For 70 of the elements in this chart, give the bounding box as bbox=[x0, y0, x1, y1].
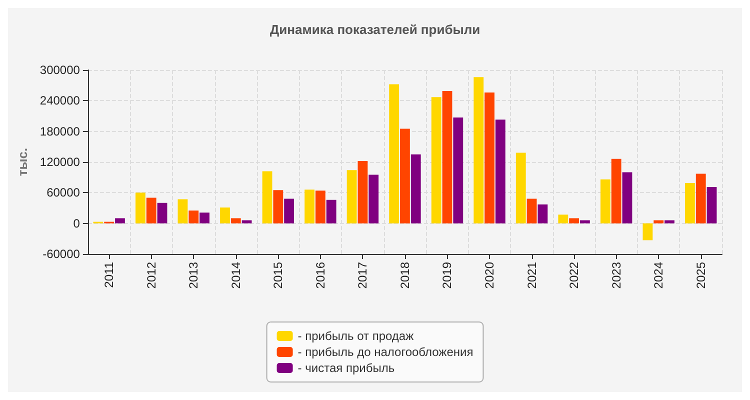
x-tick-label: 2020 bbox=[482, 262, 497, 289]
x-tick-label: 2013 bbox=[186, 262, 201, 289]
bar bbox=[622, 172, 632, 224]
bar bbox=[600, 179, 610, 224]
y-tick-label: 180000 bbox=[40, 124, 80, 138]
y-tick-label: 0 bbox=[73, 216, 80, 230]
bar bbox=[389, 84, 400, 224]
bar bbox=[569, 218, 580, 224]
x-tick-label: 2015 bbox=[271, 262, 286, 289]
bar bbox=[642, 223, 653, 240]
chart-title: Динамика показателей прибыли bbox=[270, 22, 480, 37]
x-tick-label: 2016 bbox=[313, 262, 328, 289]
bar bbox=[273, 190, 284, 224]
bar bbox=[664, 220, 674, 224]
bar bbox=[611, 158, 622, 224]
bar bbox=[358, 160, 368, 224]
bar bbox=[178, 199, 188, 224]
bar bbox=[453, 118, 464, 224]
bar bbox=[368, 174, 379, 224]
y-tick-label: 60000 bbox=[46, 186, 80, 200]
bar bbox=[346, 170, 357, 224]
x-tick-label: 2024 bbox=[652, 262, 666, 289]
y-tick-label: 240000 bbox=[40, 94, 80, 108]
bar bbox=[242, 220, 252, 224]
bar bbox=[262, 171, 272, 224]
bar bbox=[580, 220, 590, 224]
x-tick-label: 2011 bbox=[102, 262, 116, 288]
x-tick-label: 2017 bbox=[356, 262, 370, 289]
bar bbox=[696, 174, 706, 224]
y-tick-label: -60000 bbox=[42, 247, 80, 261]
y-tick-label: 120000 bbox=[40, 155, 80, 169]
x-tick-label: 2019 bbox=[440, 262, 454, 289]
x-tick-label: 2014 bbox=[228, 262, 243, 289]
x-tick-label: 2025 bbox=[694, 262, 708, 289]
bar bbox=[115, 218, 125, 224]
bar bbox=[474, 77, 484, 224]
bar bbox=[135, 192, 146, 224]
bar bbox=[526, 198, 537, 224]
bar bbox=[315, 190, 326, 224]
bar bbox=[188, 210, 199, 224]
bar bbox=[538, 204, 548, 224]
legend-label: - чистая прибыль bbox=[298, 361, 395, 375]
bar bbox=[400, 128, 410, 224]
x-tick-label: 2023 bbox=[609, 262, 624, 289]
bar bbox=[442, 90, 452, 224]
bar bbox=[654, 220, 664, 224]
bar bbox=[157, 202, 168, 224]
bar bbox=[326, 200, 336, 224]
bar bbox=[220, 207, 230, 224]
x-tick-label: 2012 bbox=[144, 262, 158, 289]
bar bbox=[685, 182, 695, 224]
x-tick-label: 2021 bbox=[524, 262, 539, 289]
bar bbox=[410, 154, 421, 224]
x-tick-label: 2018 bbox=[398, 262, 412, 289]
x-tick-label: 2022 bbox=[567, 262, 582, 289]
bar bbox=[516, 152, 526, 224]
bar bbox=[200, 212, 210, 224]
bar bbox=[495, 120, 506, 224]
bar bbox=[706, 187, 717, 224]
legend-label: - прибыль от продаж bbox=[298, 329, 414, 343]
legend-label: - прибыль до налогообложения bbox=[298, 345, 474, 359]
bar bbox=[558, 214, 568, 224]
bar bbox=[230, 218, 241, 224]
y-tick-label: 300000 bbox=[40, 63, 80, 77]
y-axis-title: тыс. bbox=[15, 148, 30, 176]
bar bbox=[146, 198, 156, 224]
bar bbox=[484, 92, 494, 224]
bar bbox=[304, 190, 314, 224]
bar bbox=[284, 198, 294, 224]
bar bbox=[431, 97, 442, 224]
